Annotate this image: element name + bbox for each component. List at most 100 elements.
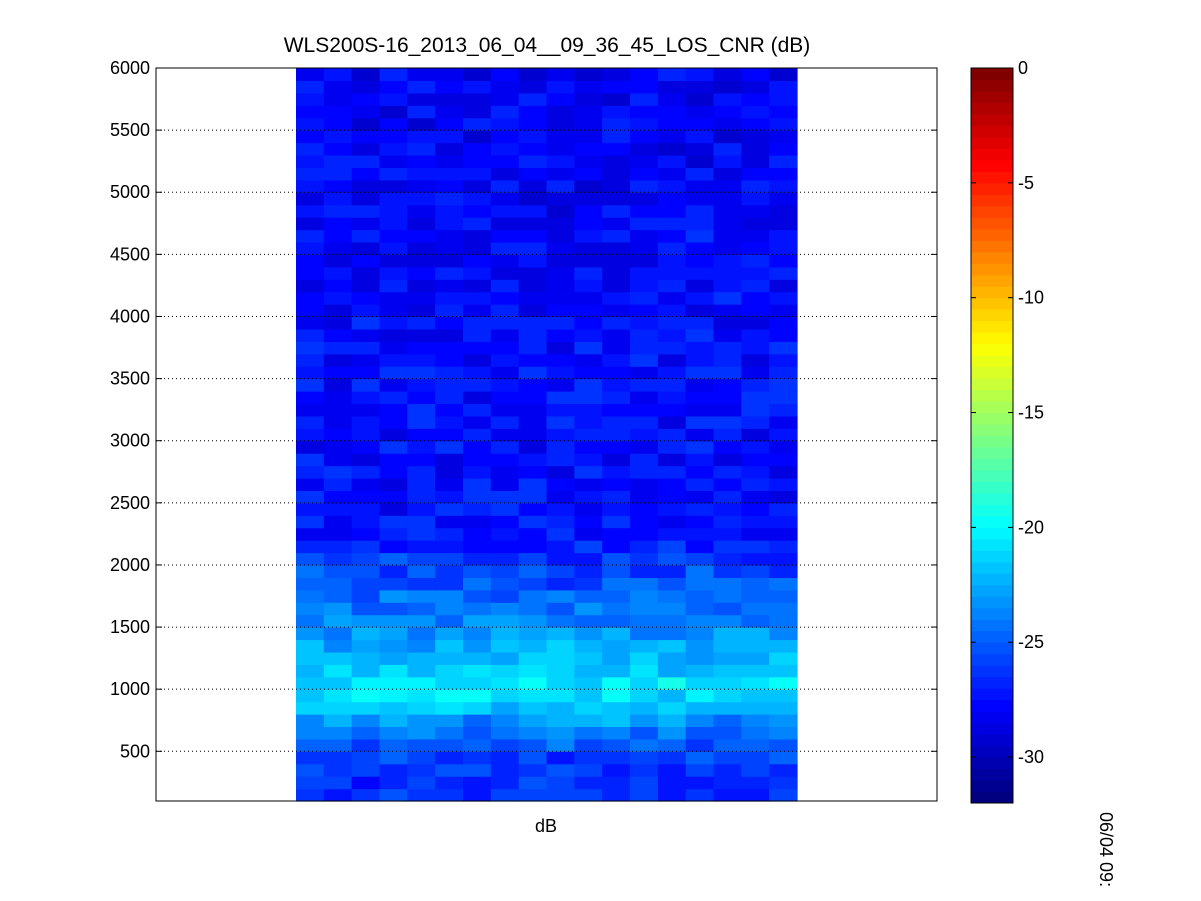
y-tick-label: 5500 (110, 120, 150, 140)
heatmap-cell (657, 664, 687, 678)
heatmap-cell (490, 763, 520, 777)
heatmap-cell (323, 490, 353, 504)
heatmap-cell (574, 192, 603, 206)
colorbar-tick-label: -5 (1018, 173, 1034, 193)
y-tick-label: 3000 (110, 431, 150, 451)
heatmap-cell (518, 142, 548, 156)
heatmap-cell (713, 378, 742, 392)
heatmap-cell (741, 80, 770, 94)
heatmap-cell (630, 92, 659, 106)
heatmap-cell (602, 477, 631, 491)
heatmap-cell (769, 328, 798, 342)
heatmap-cell (407, 651, 436, 665)
heatmap-cell (296, 763, 325, 777)
heatmap-cell (323, 341, 353, 355)
heatmap-cell (323, 217, 353, 231)
heatmap-cell (379, 428, 408, 442)
heatmap-cell (435, 726, 464, 740)
heatmap-cell (463, 540, 492, 554)
heatmap-cell (351, 589, 381, 603)
heatmap-cell (463, 266, 492, 280)
heatmap-cell (407, 254, 436, 268)
heatmap-cell (518, 627, 548, 641)
heatmap-cell (518, 241, 548, 255)
heatmap-cell (518, 502, 548, 516)
y-axis: 500 1000 1500 2000 2500 3000 3500 4000 4500 5000 5… (110, 58, 937, 761)
heatmap-cell (518, 776, 548, 790)
colorbar-segment (971, 711, 1013, 724)
heatmap-cell (685, 614, 715, 628)
heatmap-cell (769, 788, 798, 802)
heatmap-cell (685, 254, 715, 268)
colorbar-segment (971, 665, 1013, 678)
heatmap-cell (630, 564, 659, 578)
heatmap-cell (574, 68, 603, 82)
heatmap-cell (435, 428, 464, 442)
heatmap-cell (379, 465, 408, 479)
heatmap-cell (296, 614, 325, 628)
heatmap-cell (630, 714, 659, 728)
heatmap-cell (574, 204, 603, 218)
heatmap-cell (602, 552, 631, 566)
heatmap-cell (463, 676, 492, 690)
heatmap-cell (323, 776, 353, 790)
heatmap-cell (657, 465, 687, 479)
heatmap-cell (685, 627, 715, 641)
heatmap-cell (379, 540, 408, 554)
heatmap-cell (296, 341, 325, 355)
heatmap-cell (685, 527, 715, 541)
heatmap-cell (602, 614, 631, 628)
heatmap-cell (490, 540, 520, 554)
heatmap-cell (323, 751, 353, 765)
heatmap-cell (574, 577, 603, 591)
heatmap-cell (685, 167, 715, 181)
heatmap-cell (713, 751, 742, 765)
heatmap-cell (407, 304, 436, 318)
heatmap-cell (323, 502, 353, 516)
heatmap-cell (518, 378, 548, 392)
heatmap-cell (435, 341, 464, 355)
heatmap-cell (379, 614, 408, 628)
heatmap-cell (518, 217, 548, 231)
heatmap-cell (685, 465, 715, 479)
heatmap-cell (351, 105, 381, 119)
heatmap-cell (574, 266, 603, 280)
heatmap-cell (379, 763, 408, 777)
y-tick-label: 3500 (110, 369, 150, 389)
heatmap-cell (657, 515, 687, 529)
heatmap-cell (741, 627, 770, 641)
heatmap-cell (657, 204, 687, 218)
heatmap-cell (769, 378, 798, 392)
heatmap-cell (351, 639, 381, 653)
heatmap-cell (685, 403, 715, 417)
heatmap-cell (713, 391, 742, 405)
heatmap-cell (657, 266, 687, 280)
heatmap-cell (546, 714, 575, 728)
heatmap-cell (518, 179, 548, 193)
heatmap-cell (296, 502, 325, 516)
heatmap-cell (630, 378, 659, 392)
heatmap-cell (657, 117, 687, 131)
heatmap-cell (769, 453, 798, 467)
heatmap-cell (769, 154, 798, 168)
heatmap-cell (518, 602, 548, 616)
heatmap-cell (296, 229, 325, 243)
heatmap-cell (657, 689, 687, 703)
heatmap-cell (379, 167, 408, 181)
heatmap-cell (574, 279, 603, 293)
heatmap-cell (574, 453, 603, 467)
heatmap-cell (351, 664, 381, 678)
heatmap-cell (351, 738, 381, 752)
heatmap-cell (574, 415, 603, 429)
heatmap-cell (296, 378, 325, 392)
heatmap-cell (407, 229, 436, 243)
heatmap-cell (351, 527, 381, 541)
heatmap-cell (713, 328, 742, 342)
heatmap-cell (574, 154, 603, 168)
heatmap-cell (546, 241, 575, 255)
heatmap-cell (769, 428, 798, 442)
heatmap-cell (769, 316, 798, 330)
colorbar-tick-label: -20 (1018, 517, 1044, 537)
heatmap-cell (518, 540, 548, 554)
heatmap-cell (435, 614, 464, 628)
